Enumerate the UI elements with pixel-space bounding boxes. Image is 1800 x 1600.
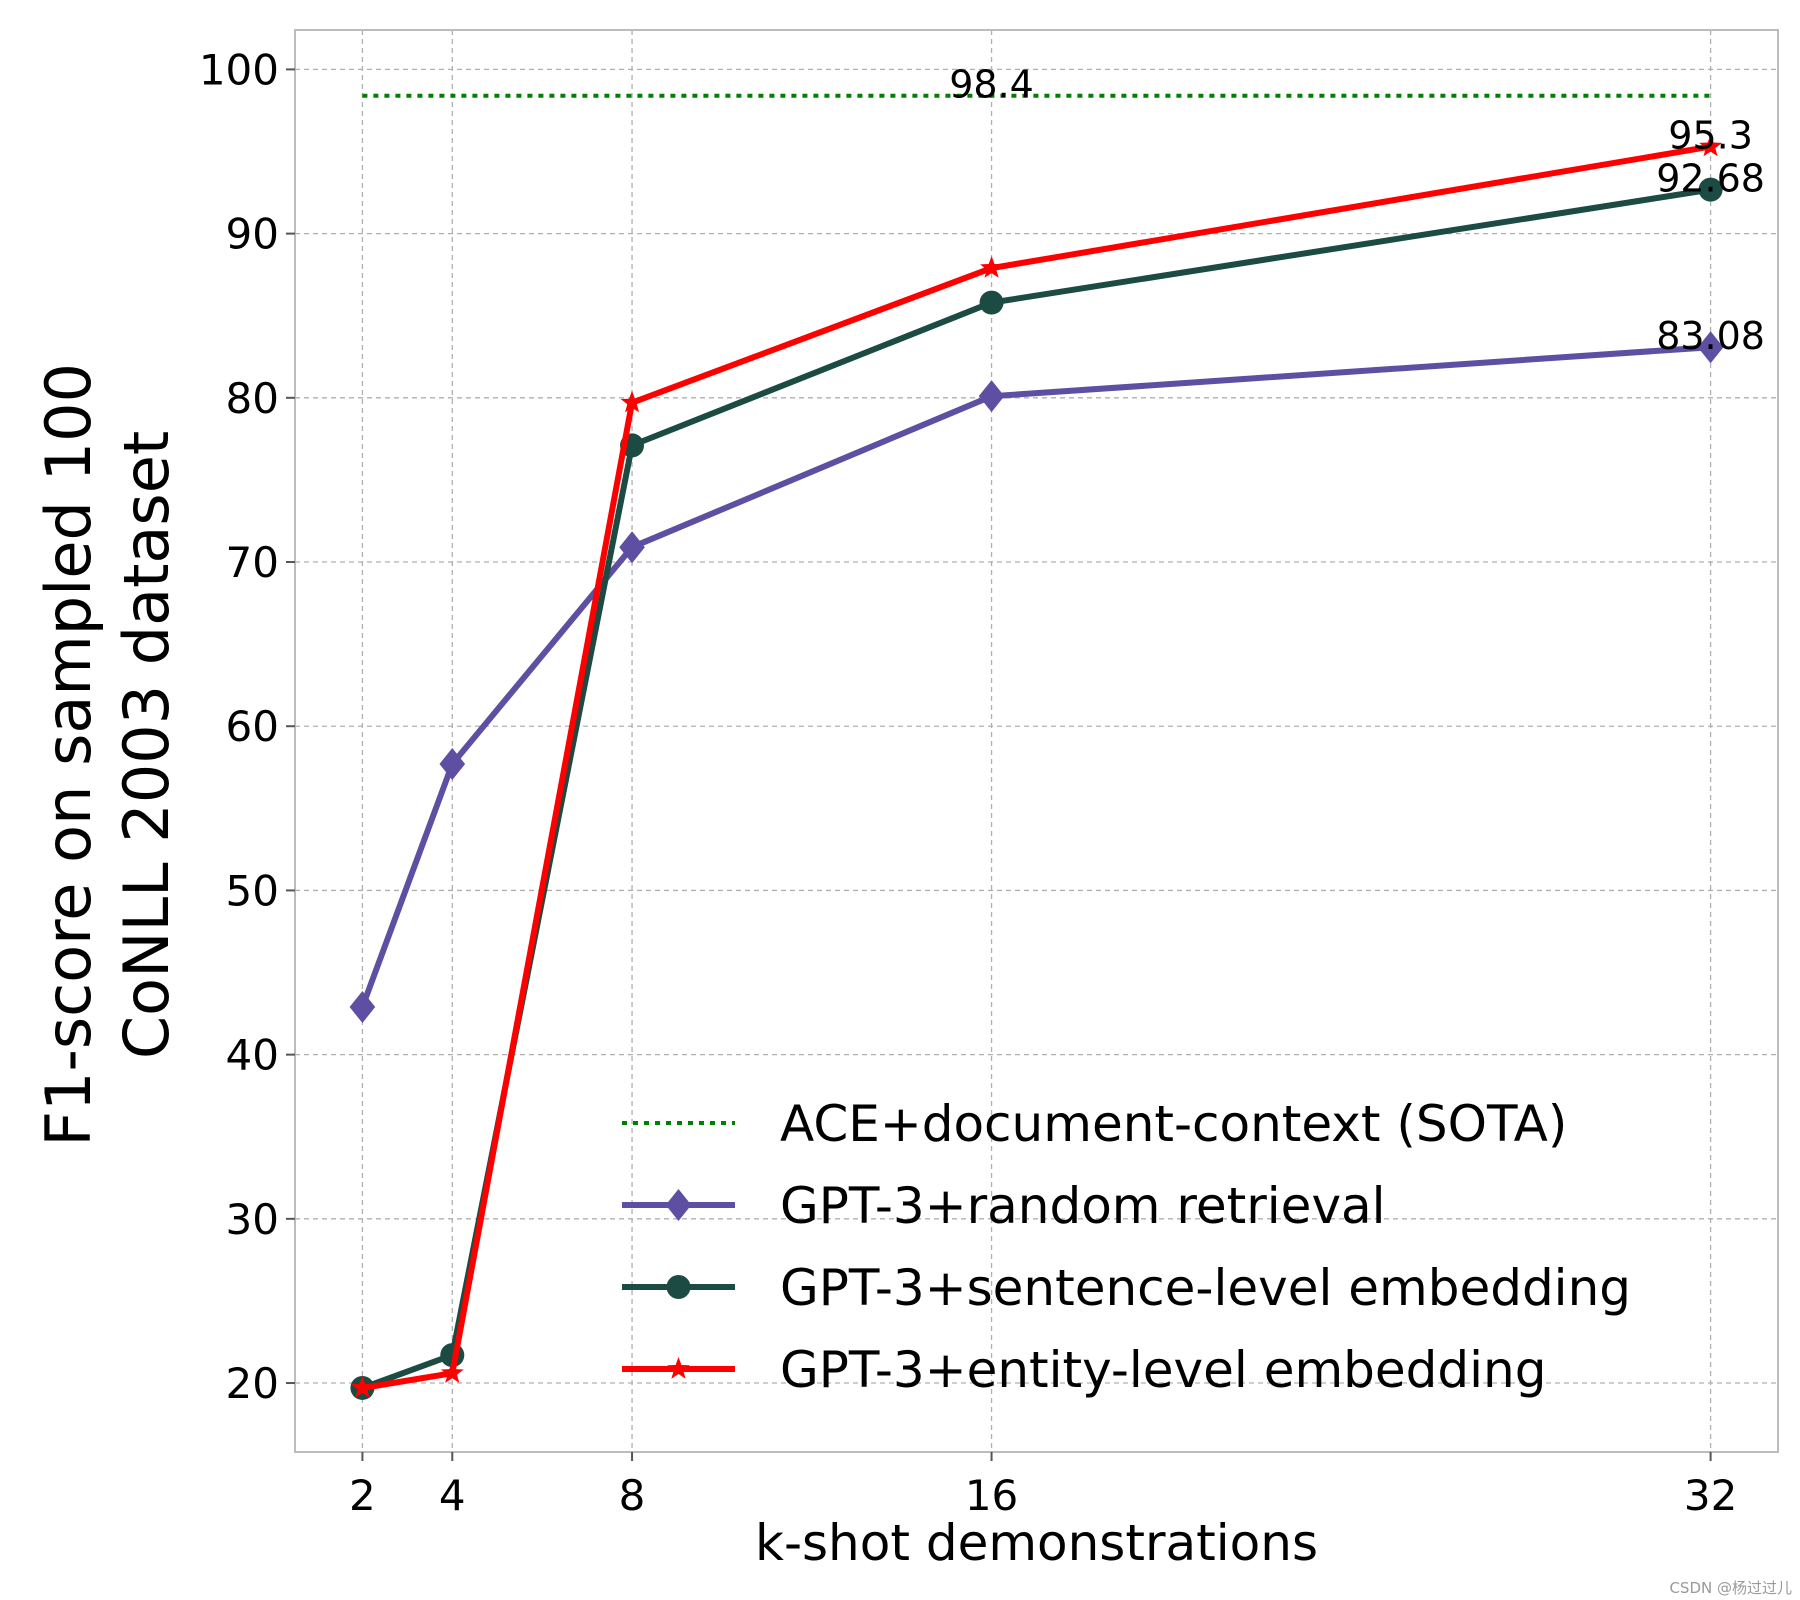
series-line [359, 344, 1711, 1009]
y-tick-label: 90 [226, 210, 279, 259]
x-tick-label: 16 [965, 1471, 1018, 1520]
series-4 [351, 134, 1722, 1398]
data-point [349, 991, 376, 1024]
y-axis-label: F1-score on sampled 100 CoNLL 2003 datas… [32, 343, 183, 1146]
plot-area-frame [294, 29, 1779, 1453]
y-axis-ticks: 20 30 40 50 60 70 80 90 100 [199, 45, 295, 1408]
legend-marker [667, 1357, 690, 1379]
y-tick-label: 30 [226, 1195, 279, 1244]
legend-label: GPT-3+random retrieval [780, 1177, 1386, 1235]
series-2 [349, 331, 1724, 1024]
legend: ACE+document-context (SOTA) GPT-3+random … [622, 1095, 1631, 1399]
x-tick-label: 8 [619, 1471, 646, 1520]
x-axis-label: k-shot demonstrations [755, 1514, 1318, 1572]
annotations: 98.4 95.392.68 83.08 [949, 63, 1765, 359]
data-label: 98.4 [949, 63, 1034, 107]
legend-label: GPT-3+sentence-level embedding [780, 1259, 1631, 1317]
data-point [1698, 177, 1723, 202]
legend-label: ACE+document-context (SOTA) [780, 1095, 1567, 1153]
legend-marker [665, 1189, 692, 1221]
data-point [1697, 331, 1724, 364]
grid-lines [295, 30, 1778, 1452]
legend-item: GPT-3+entity-level embedding [622, 1341, 1546, 1399]
legend-item: GPT-3+random retrieval [622, 1177, 1386, 1235]
data-point [351, 1376, 374, 1398]
legend-marker [666, 1275, 691, 1299]
y-axis-label-line-1: F1-score on sampled 100 [32, 363, 105, 1147]
data-point [979, 290, 1004, 315]
x-tick-label: 2 [349, 1471, 376, 1520]
y-tick-label: 80 [226, 374, 279, 423]
data-point [1699, 134, 1722, 157]
data-label: 83.08 [1656, 314, 1765, 358]
data-label: 92.68 [1656, 157, 1765, 201]
data-point [620, 390, 644, 413]
data-point [439, 747, 466, 780]
y-tick-label: 60 [226, 702, 279, 751]
legend-label: GPT-3+entity-level embedding [780, 1341, 1546, 1399]
x-axis-ticks: 2 4 8 16 32 [349, 1452, 1737, 1520]
y-tick-label: 40 [226, 1031, 279, 1080]
data-point [440, 1361, 464, 1383]
y-tick-label: 100 [199, 45, 279, 94]
y-tick-label: 50 [226, 866, 279, 915]
data-point [978, 380, 1005, 413]
data-point [619, 531, 645, 564]
x-tick-label: 4 [439, 1471, 466, 1520]
legend-item: ACE+document-context (SOTA) [622, 1095, 1567, 1153]
y-tick-label: 70 [226, 538, 279, 587]
x-tick-label: 32 [1684, 1471, 1737, 1520]
y-tick-label: 20 [226, 1359, 279, 1408]
data-point [980, 256, 1003, 278]
data-label: 95.3 [1668, 114, 1753, 158]
y-axis-label-line-2: CoNLL 2003 dataset [110, 431, 183, 1059]
series-layer [349, 93, 1724, 1400]
legend-item: GPT-3+sentence-level embedding [622, 1259, 1631, 1317]
watermark: CSDN @杨过过儿 [1669, 1579, 1792, 1597]
